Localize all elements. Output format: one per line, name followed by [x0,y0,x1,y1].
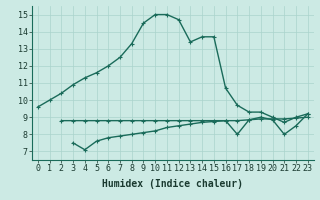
X-axis label: Humidex (Indice chaleur): Humidex (Indice chaleur) [102,179,243,189]
